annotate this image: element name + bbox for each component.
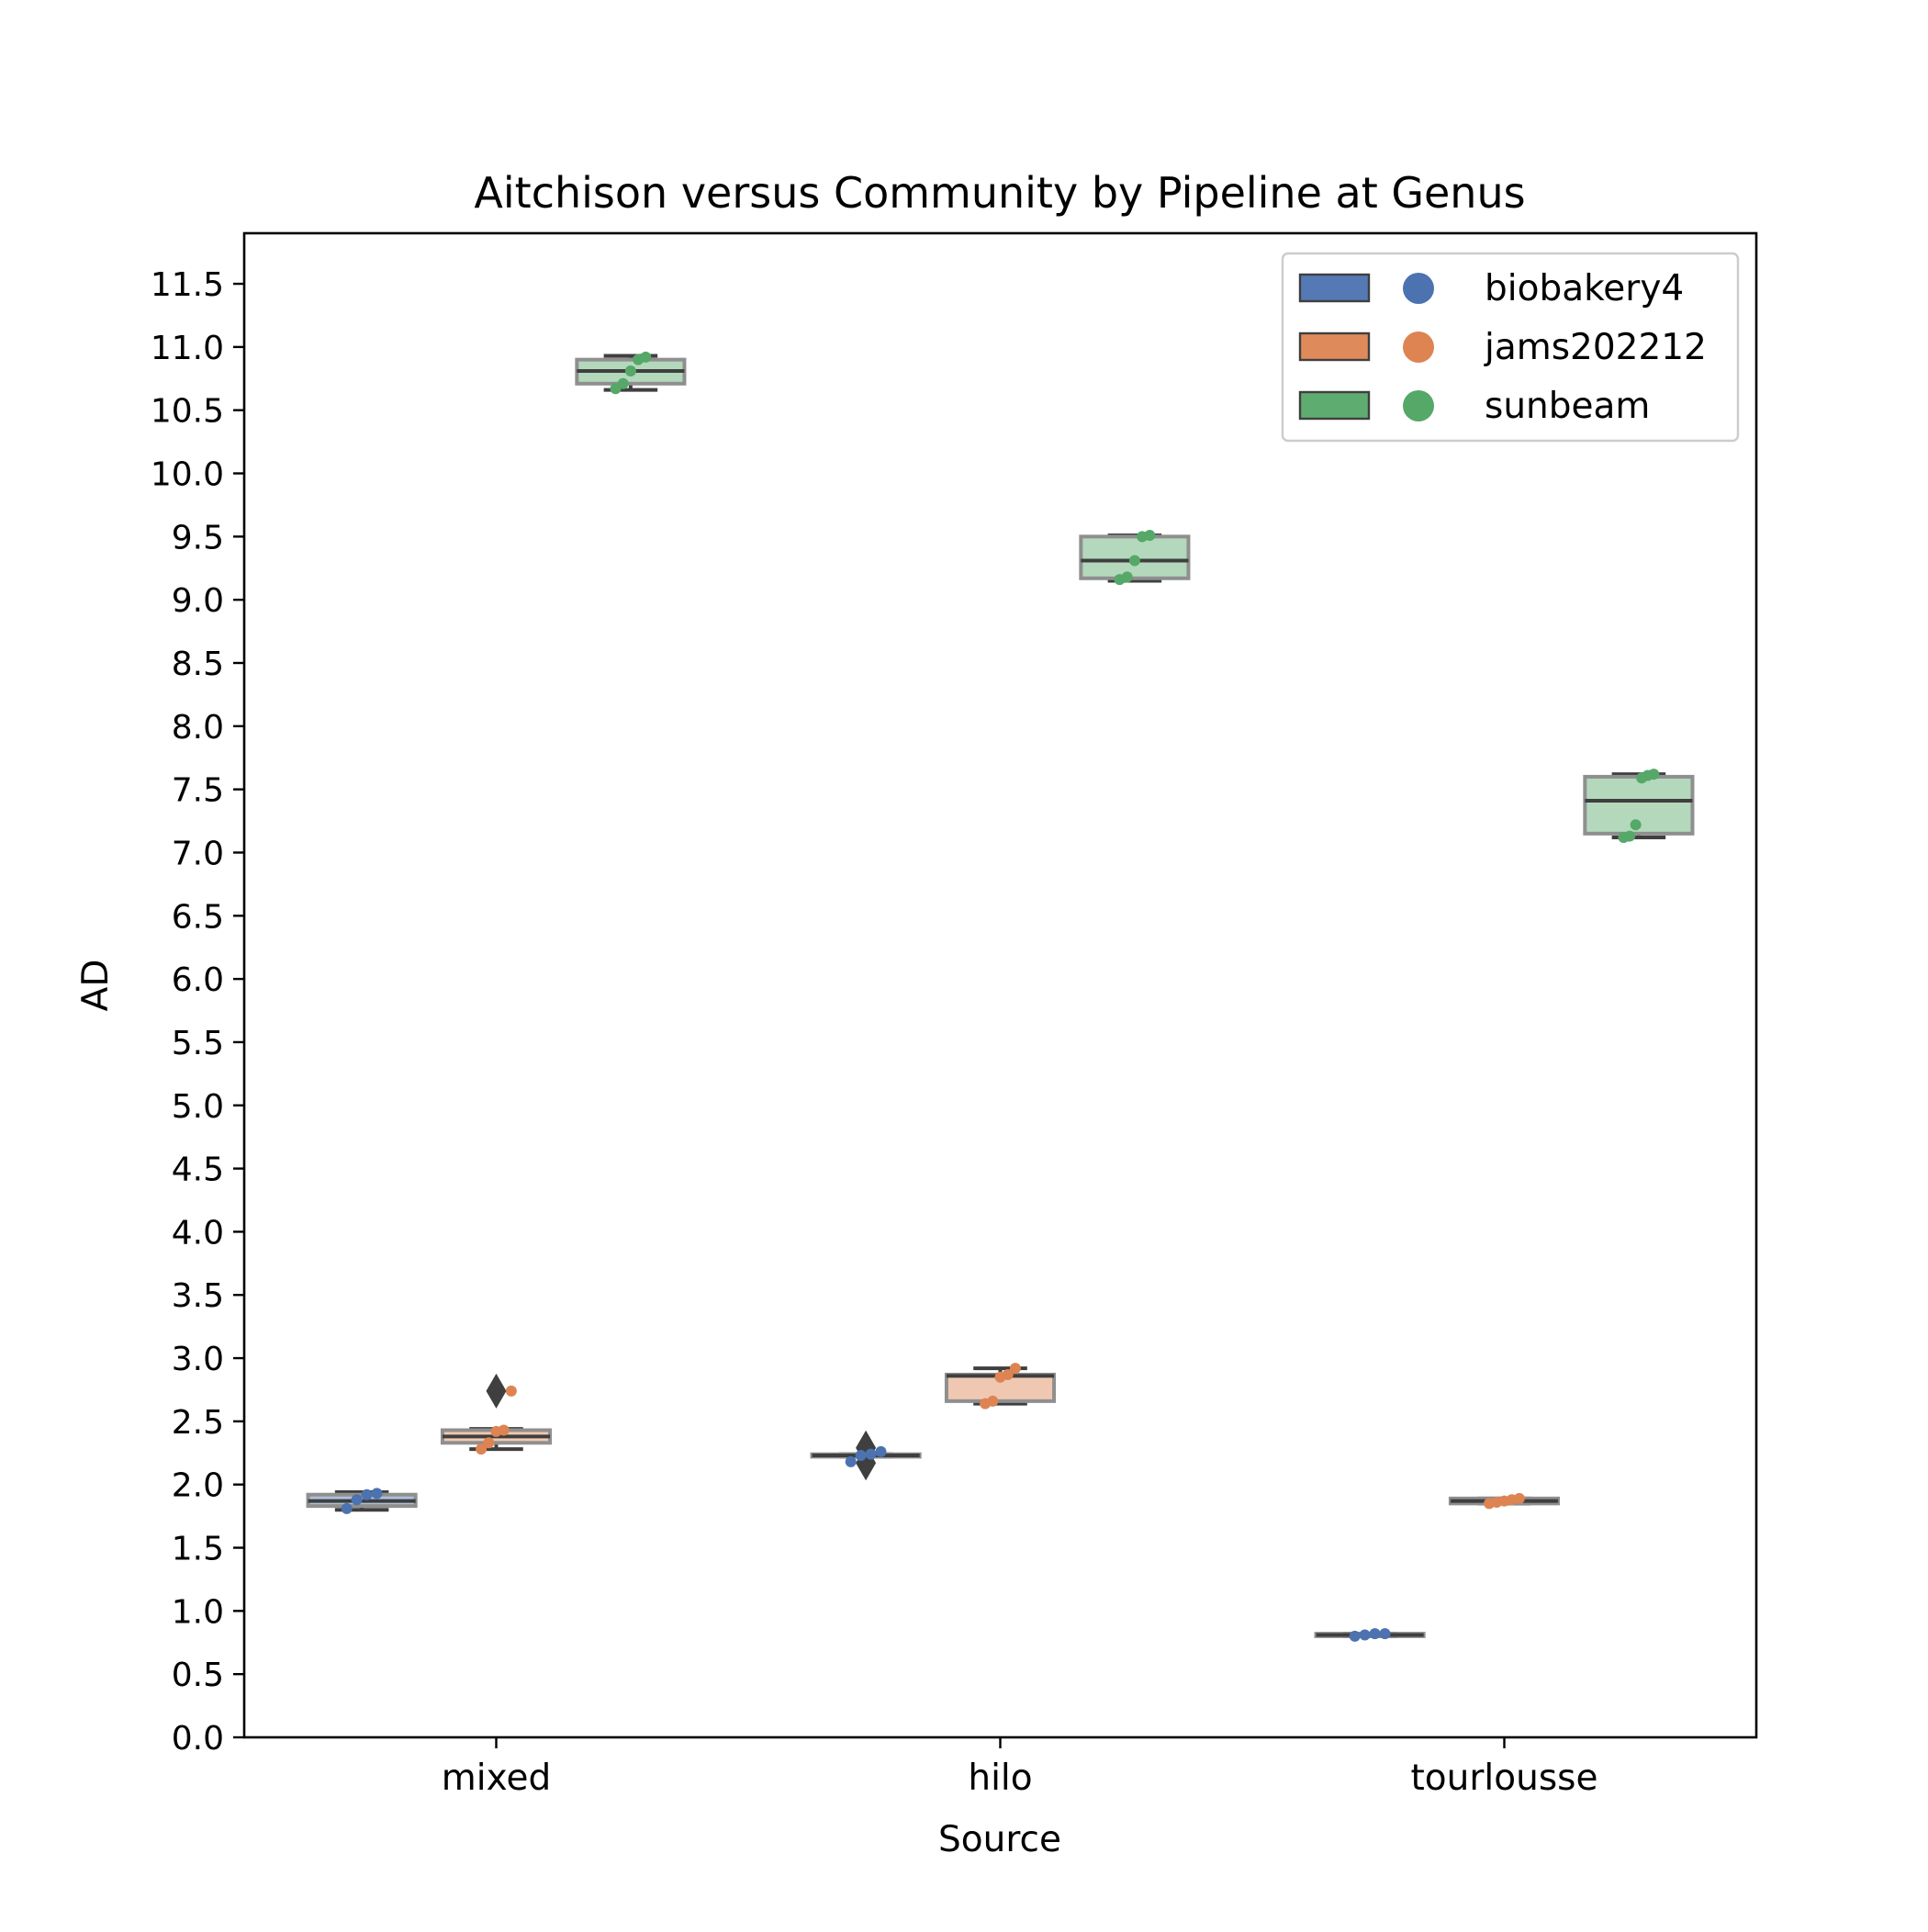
y-tick-label: 7.0 <box>172 835 224 872</box>
x-tick-label-mixed: mixed <box>442 1758 551 1799</box>
outlier-marker <box>486 1373 507 1409</box>
data-point <box>1002 1368 1014 1380</box>
data-point <box>1648 769 1660 781</box>
jams202212-box-tourlousse <box>1448 1492 1561 1510</box>
y-tick-label: 6.5 <box>172 898 224 936</box>
data-point <box>1379 1628 1391 1640</box>
y-tick-label: 0.0 <box>172 1720 224 1758</box>
jams202212-box-mixed <box>440 1373 553 1455</box>
y-tick-label: 3.0 <box>172 1341 224 1378</box>
axis-ticks: 0.0 0.5 1.0 1.5 2.0 2.5 3.0 3.5 4.0 4.5 5.0 5.5 6.0 6… <box>151 266 1598 1799</box>
legend-frame <box>1281 252 1740 443</box>
data-point <box>371 1488 383 1500</box>
data-point <box>483 1437 495 1449</box>
data-point <box>1128 555 1140 567</box>
data-point <box>1349 1630 1361 1642</box>
biobakery4-box-hilo <box>810 1430 922 1481</box>
box-iqr <box>1583 774 1695 836</box>
data-point <box>640 351 652 363</box>
legend-entry-biobakery4: biobakery4 <box>1298 268 1684 309</box>
y-tick-label: 1.0 <box>172 1593 224 1631</box>
y-tick-label: 9.0 <box>172 582 224 620</box>
data-point <box>865 1448 877 1460</box>
data-point <box>1009 1363 1021 1375</box>
y-tick-label: 2.5 <box>172 1404 224 1442</box>
chart-title: Aitchison versus Community by Pipeline a… <box>474 168 1525 218</box>
data-point <box>476 1443 488 1455</box>
data-point <box>987 1395 999 1407</box>
y-tick-label: 4.5 <box>172 1151 224 1189</box>
y-tick-label: 7.5 <box>172 772 224 810</box>
data-point <box>498 1424 510 1436</box>
data-point <box>341 1502 353 1514</box>
data-point <box>1121 571 1133 583</box>
data-point <box>505 1385 517 1397</box>
jams202212-box-hilo <box>944 1363 1057 1410</box>
y-tick-label: 5.5 <box>172 1025 224 1062</box>
y-tick-label: 5.0 <box>172 1088 224 1126</box>
legend-label: jams202212 <box>1484 327 1707 368</box>
data-point <box>1630 819 1642 831</box>
data-point <box>855 1450 867 1462</box>
y-tick-label: 4.0 <box>172 1214 224 1252</box>
y-tick-label: 1.5 <box>172 1531 224 1568</box>
y-tick-label: 8.0 <box>172 709 224 747</box>
legend-label: biobakery4 <box>1485 268 1684 309</box>
x-tick-label-hilo: hilo <box>968 1758 1032 1799</box>
y-tick-label: 10.5 <box>151 393 224 431</box>
sunbeam-box-tourlousse <box>1583 769 1695 843</box>
data-point <box>361 1488 373 1500</box>
y-tick-label: 10.0 <box>151 456 224 494</box>
y-tick-label: 11.5 <box>151 266 224 304</box>
biobakery4-box-mixed <box>306 1488 418 1514</box>
data-point <box>1513 1492 1525 1504</box>
legend-marker <box>1403 331 1434 363</box>
y-tick-label: 8.5 <box>172 646 224 683</box>
biobakery4-box-tourlousse <box>1314 1628 1426 1642</box>
sunbeam-box-hilo <box>1079 529 1191 586</box>
data-point <box>1359 1629 1371 1641</box>
legend-marker <box>1403 390 1434 421</box>
x-axis-label: Source <box>938 1819 1061 1860</box>
legend-label: sunbeam <box>1485 386 1650 427</box>
data-point <box>617 377 629 389</box>
legend-entry-sunbeam: sunbeam <box>1298 386 1650 427</box>
legend-swatch <box>1298 390 1371 421</box>
y-tick-label: 2.0 <box>172 1467 224 1505</box>
data-point <box>1624 830 1636 842</box>
legend-swatch <box>1298 273 1371 303</box>
sunbeam-box-mixed <box>575 351 687 395</box>
y-tick-label: 11.0 <box>151 330 224 367</box>
data-point <box>1144 529 1156 541</box>
x-tick-label-tourlousse: tourlousse <box>1411 1758 1598 1799</box>
y-tick-label: 0.5 <box>172 1657 224 1694</box>
legend-swatch <box>1298 331 1371 362</box>
y-axis-label: AD <box>75 960 117 1012</box>
y-tick-label: 3.5 <box>172 1277 224 1315</box>
legend-entry-jams202212: jams202212 <box>1298 327 1707 368</box>
y-tick-label: 6.0 <box>172 961 224 999</box>
plot-marks <box>306 351 1695 1642</box>
legend-marker <box>1403 273 1434 304</box>
y-tick-label: 9.5 <box>172 519 224 556</box>
data-point <box>351 1494 363 1506</box>
data-point <box>845 1455 857 1467</box>
data-point <box>624 365 636 377</box>
legend: biobakery4 jams202212 sunbeam <box>1281 252 1740 443</box>
data-point <box>1369 1628 1381 1640</box>
data-point <box>875 1445 887 1457</box>
